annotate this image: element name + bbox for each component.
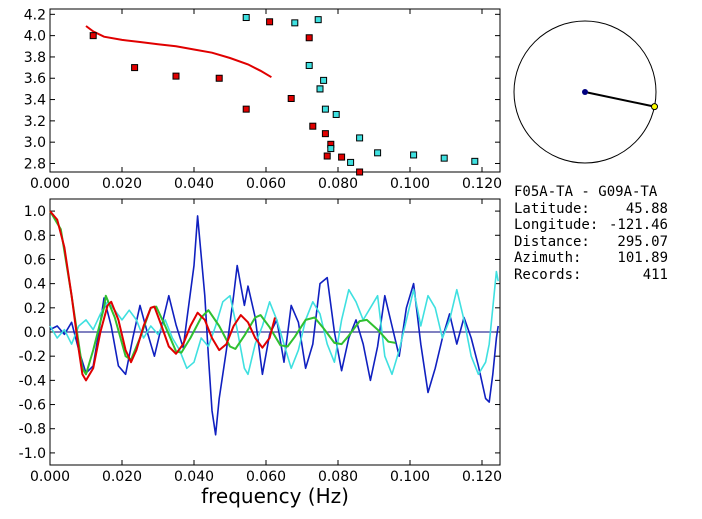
azimuth-compass — [513, 20, 658, 164]
cyan-square-marker — [314, 16, 322, 24]
red-square-marker — [356, 168, 364, 176]
correlation-x-tick-label: 0.080 — [318, 469, 358, 485]
cyan-square-marker — [327, 145, 335, 153]
info-label: Records: — [514, 266, 582, 283]
correlation-series — [49, 210, 499, 436]
red-series-line — [49, 210, 276, 382]
cyan-square-marker — [410, 151, 418, 159]
green-series-line — [49, 210, 396, 376]
cyan-series-line — [49, 270, 499, 376]
compass-center-dot — [582, 89, 588, 95]
dispersion-plot: 2.8 3.0 3.2 3.4 3.6 3.8 4.0 4.2 0.000 0.020 0.040… — [24, 7, 502, 192]
dispersion-x-tick-label: 0.060 — [246, 176, 286, 192]
red-square-marker — [338, 153, 346, 161]
correlation-x-axis: 0.000 0.020 0.040 0.060 0.080 0.100 0.120 — [30, 199, 502, 485]
cyan-square-marker — [242, 14, 250, 22]
cyan-square-marker — [347, 158, 355, 166]
info-value: 411 — [642, 266, 668, 283]
dispersion-fit-curve — [85, 25, 272, 79]
info-row-distance: Distance: 295.07 — [514, 234, 668, 251]
dispersion-x-tick-label: 0.120 — [462, 176, 502, 192]
info-label: Azimuth: — [514, 250, 582, 267]
correlation-y-tick-label: 0.8 — [24, 228, 46, 244]
red-square-marker — [321, 130, 329, 138]
dispersion-x-tick-label: 0.100 — [390, 176, 430, 192]
dispersion-y-tick-label: 3.4 — [24, 93, 46, 109]
dispersion-x-tick-label: 0.040 — [174, 176, 214, 192]
dispersion-y-tick-label: 3.6 — [24, 71, 46, 87]
correlation-y-tick-label: -0.6 — [19, 398, 46, 414]
compass-circle — [513, 20, 657, 164]
info-value: -121.46 — [608, 217, 668, 234]
azimuth-needle — [584, 91, 655, 108]
cyan-square-marker — [471, 157, 479, 165]
correlation-x-tick-label: 0.120 — [462, 469, 502, 485]
cyan-square-marker — [316, 85, 324, 93]
correlation-y-tick-label: -1.0 — [19, 446, 46, 462]
dispersion-x-tick-label: 0.020 — [102, 176, 142, 192]
cyan-square-marker — [374, 149, 382, 157]
correlation-y-axis: 1.0 0.8 0.6 0.4 0.2 0.0 -0.2 -0.4 -0.6 -0.8 -1.0 — [19, 204, 500, 462]
red-square-marker — [172, 72, 180, 80]
correlation-y-tick-label: -0.8 — [19, 422, 46, 438]
correlation-x-tick-label: 0.040 — [174, 469, 214, 485]
cyan-square-marker — [305, 61, 313, 69]
dispersion-y-axis: 2.8 3.0 3.2 3.4 3.6 3.8 4.0 4.2 — [24, 7, 500, 172]
red-square-marker — [266, 18, 274, 26]
info-value: 295.07 — [617, 233, 668, 250]
red-square-marker — [287, 94, 295, 102]
cyan-square-marker — [291, 19, 299, 27]
dispersion-y-tick-label: 3.2 — [24, 114, 46, 130]
station-pair: F05A-TA - G09A-TA — [514, 184, 658, 200]
info-label: Latitude: — [514, 200, 590, 217]
info-label: Longitude: — [514, 217, 599, 234]
dispersion-y-tick-label: 4.2 — [24, 7, 46, 23]
correlation-y-tick-label: 0.4 — [24, 277, 46, 293]
info-row-records: Records: 411 — [514, 267, 668, 284]
compass-tip-dot — [651, 103, 658, 111]
info-value: 101.89 — [617, 250, 668, 267]
red-square-markers — [89, 18, 364, 176]
correlation-plot: 1.0 0.8 0.6 0.4 0.2 0.0 -0.2 -0.4 -0.6 -0.8 -1.0 0… — [19, 198, 502, 508]
info-row-azimuth: Azimuth: 101.89 — [514, 250, 668, 267]
dispersion-y-tick-label: 3.8 — [24, 50, 46, 66]
correlation-x-tick-label: 0.100 — [390, 469, 430, 485]
red-square-marker — [323, 152, 331, 160]
correlation-y-tick-label: -0.2 — [19, 349, 46, 365]
correlation-x-tick-label: 0.020 — [102, 469, 142, 485]
correlation-y-tick-label: 1.0 — [24, 204, 46, 220]
info-value: 45.88 — [625, 200, 668, 217]
correlation-x-tick-label: 0.060 — [246, 469, 286, 485]
x-axis-title: frequency (Hz) — [201, 484, 349, 508]
cyan-square-marker — [356, 134, 364, 142]
correlation-y-tick-label: 0.6 — [24, 252, 46, 268]
dispersion-y-tick-label: 4.0 — [24, 29, 46, 45]
red-square-marker — [242, 105, 250, 113]
info-row-latitude: Latitude: 45.88 — [514, 201, 668, 218]
dispersion-y-tick-label: 2.8 — [24, 156, 46, 172]
red-square-marker — [215, 74, 223, 82]
correlation-y-tick-label: 0.2 — [24, 301, 46, 317]
correlation-x-tick-label: 0.000 — [30, 469, 70, 485]
correlation-y-tick-label: -0.4 — [19, 373, 46, 389]
station-info-panel: F05A-TA - G09A-TA Latitude: 45.88 Longitu… — [514, 184, 668, 284]
dispersion-x-tick-label: 0.000 — [30, 176, 70, 192]
dispersion-x-axis: 0.000 0.020 0.040 0.060 0.080 0.100 0.120 — [30, 9, 502, 192]
dispersion-plot-frame — [49, 8, 501, 173]
cyan-square-markers — [242, 14, 479, 166]
red-square-marker — [309, 122, 317, 130]
red-square-marker — [131, 64, 139, 72]
dispersion-y-tick-label: 3.0 — [24, 135, 46, 151]
cyan-square-marker — [440, 154, 448, 162]
dispersion-x-tick-label: 0.080 — [318, 176, 358, 192]
info-label: Distance: — [514, 233, 590, 250]
cyan-square-marker — [321, 105, 329, 113]
red-square-marker — [305, 34, 313, 42]
correlation-y-tick-label: 0.0 — [24, 325, 46, 341]
red-square-marker — [89, 32, 97, 40]
cyan-square-marker — [332, 110, 340, 118]
cyan-square-marker — [320, 76, 328, 84]
info-row-longitude: Longitude: -121.46 — [514, 217, 668, 234]
